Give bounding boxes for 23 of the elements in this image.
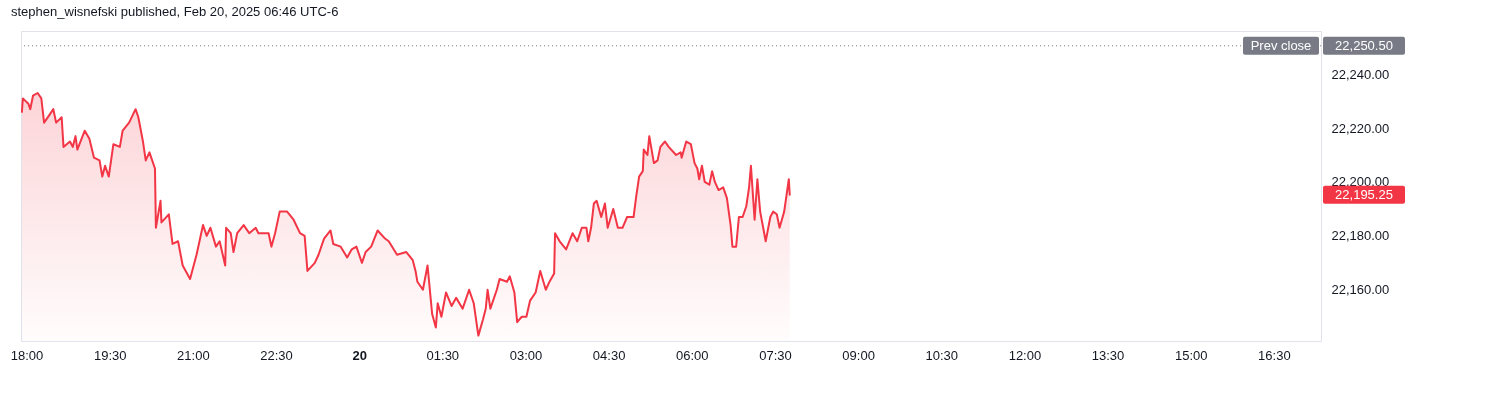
y-tick-label: 22,160.00 (1331, 282, 1390, 298)
text: 22,250.50 (1335, 37, 1393, 53)
chart-title: stephen_wisnefski published, Feb 20, 2025 06:46 UTC-6 (11, 4, 339, 19)
x-tick-label: 10:30 (925, 347, 959, 363)
x-tick-label: 21:00 (177, 347, 210, 363)
x-tick-label: 16:30 (1258, 347, 1291, 363)
y-tick-label: 22,220.00 (1331, 120, 1390, 136)
x-tick-label: 01:30 (426, 347, 460, 363)
x-tick-label: 04:30 (592, 347, 626, 363)
x-tick-label: 03:00 (509, 347, 543, 363)
x-tick-label: 20 (352, 347, 367, 363)
y-tick-label: 22,180.00 (1331, 228, 1390, 244)
x-tick-label: 09:00 (842, 347, 875, 363)
x-tick-label: 19:30 (93, 347, 127, 363)
x-tick-label: 06:00 (676, 347, 709, 363)
x-tick-label: 12:00 (1008, 347, 1042, 363)
x-tick-label: 13:30 (1091, 347, 1125, 363)
x-tick-label: 07:30 (759, 347, 792, 363)
x-tick-label: 18:00 (10, 347, 44, 363)
ref-line-label: Prev close (1250, 37, 1312, 53)
x-tick-label: 15:00 (1174, 347, 1208, 363)
x-tick-label: 22:30 (260, 347, 293, 363)
y-tick-label: 22,240.00 (1331, 66, 1390, 82)
